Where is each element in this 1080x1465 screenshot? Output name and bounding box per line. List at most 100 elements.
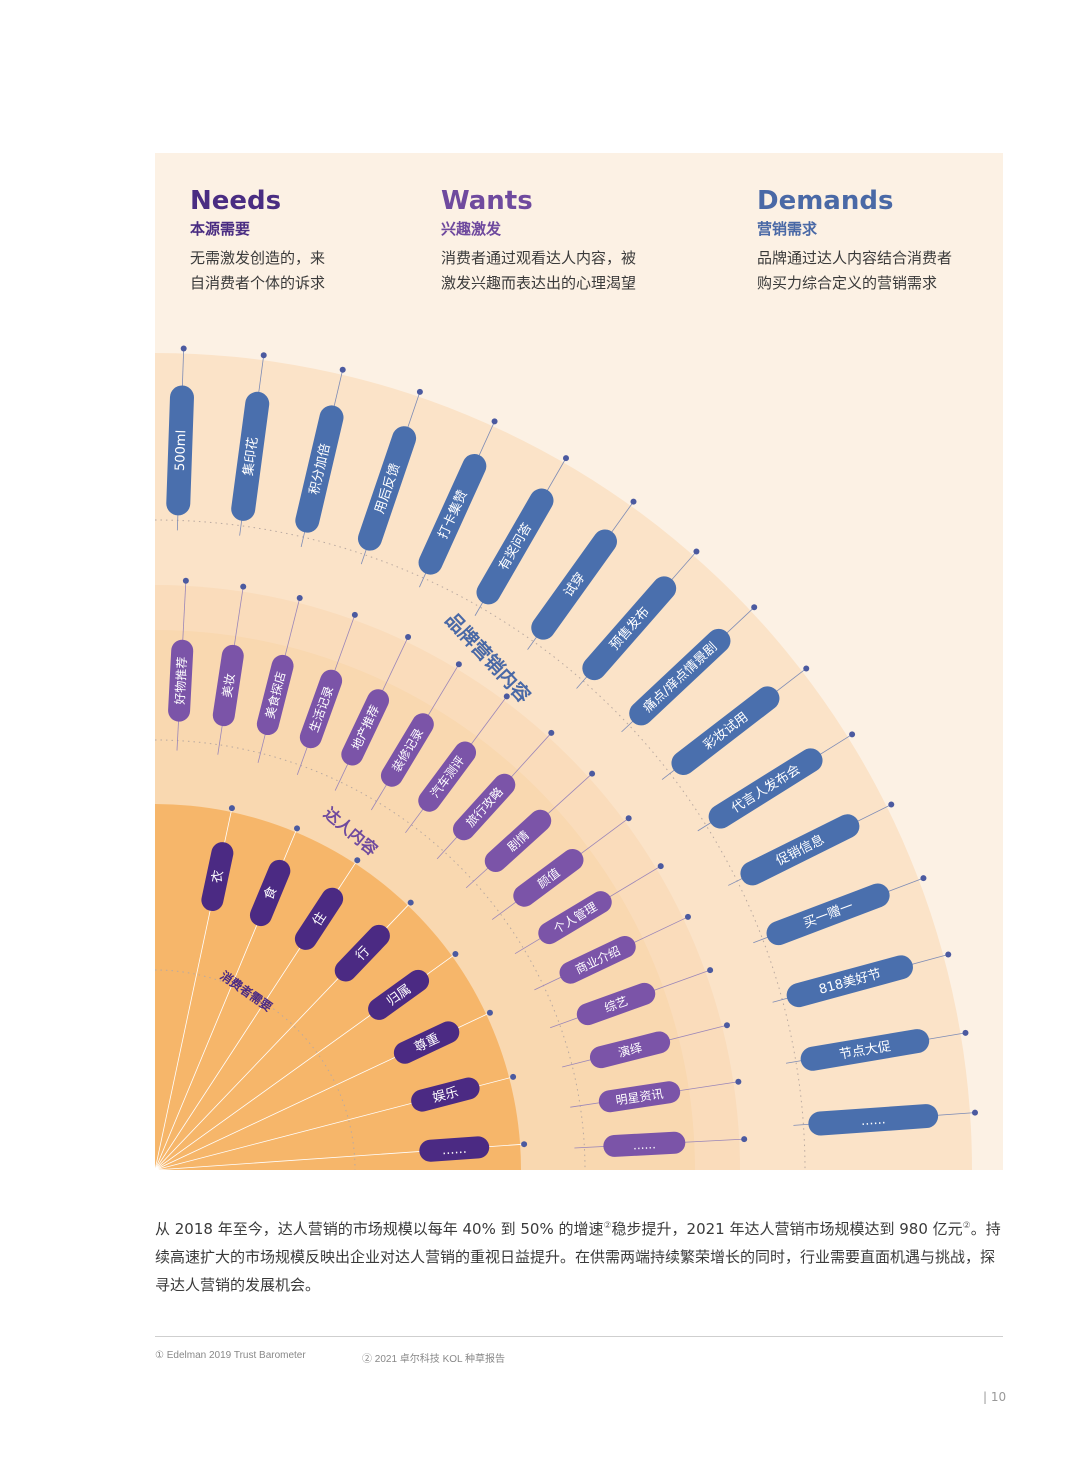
footnote-2: ② 2021 卓尔科技 KOL 种草报告	[362, 1354, 505, 1365]
brand-item-pill-shape	[786, 955, 913, 1008]
creator-item-pill-shape	[559, 935, 636, 984]
needs-item-dot	[228, 805, 235, 812]
needs-title: Needs	[190, 186, 282, 216]
creator-item-pill: 综艺	[576, 982, 656, 1026]
creator-item-dot	[589, 770, 596, 777]
needs-subtitle: 本源需要	[190, 220, 251, 238]
creator-item-dot	[503, 693, 510, 700]
brand-item-dot	[849, 731, 856, 738]
brand-item-dot	[920, 875, 927, 882]
needs-description: 无需激发创造的，来 自消费者个体的诉求	[190, 249, 326, 292]
creator-item-dot	[684, 913, 691, 920]
creator-item-label: ......	[633, 1137, 657, 1152]
creator-item-pill: 演绎	[589, 1031, 671, 1069]
needs-item-dot	[521, 1141, 528, 1148]
brand-item-dot	[416, 388, 423, 395]
brand-item-pill-shape	[418, 454, 487, 575]
brand-item-pill-shape	[629, 628, 731, 726]
needs-item-dot	[486, 1009, 493, 1016]
needs-item-pill: 行	[334, 924, 390, 982]
inner-ring	[155, 804, 521, 1170]
brand-item-pill-shape	[295, 405, 344, 533]
creator-item-pill-shape	[168, 639, 194, 722]
creator-item-dot	[351, 611, 358, 618]
brand-item-dot	[693, 548, 700, 555]
needs-item-pill-shape	[294, 887, 344, 950]
creator-item-dot	[657, 863, 664, 870]
creator-item-pill: 装修记录	[380, 713, 434, 787]
creator-item-pill-shape	[598, 1081, 681, 1113]
needs-item-pill-shape	[334, 924, 390, 982]
creator-item-pill: 好物推荐	[168, 639, 194, 722]
needs-item-pill-shape	[411, 1077, 480, 1112]
creator-item-label: 美妆	[220, 673, 237, 699]
brand-item-dot	[260, 352, 267, 359]
needs-item-dot	[407, 899, 414, 906]
creator-item-pill-shape	[513, 848, 584, 907]
brand-item-pill-shape	[231, 391, 270, 521]
brand-item-pill: 集印花	[231, 391, 270, 521]
footnote-1: ① Edelman 2019 Trust Barometer	[155, 1350, 306, 1361]
wants-title: Wants	[441, 186, 533, 216]
wants-subtitle: 兴趣激发	[441, 220, 502, 238]
creator-item-dot	[625, 815, 632, 822]
body-text-2: 稳步提升，2021 年达人营销市场规模达到 980 亿元	[611, 1220, 963, 1238]
footnote-ref[interactable]: ②	[603, 1221, 612, 1231]
creator-item-pill-shape	[341, 689, 390, 766]
creator-item-pill-shape	[589, 1031, 671, 1069]
needs-item-pill-shape	[368, 969, 430, 1020]
brand-item-dot	[971, 1109, 978, 1116]
creator-item-pill-shape	[576, 982, 656, 1026]
needs-item-pill: 食	[249, 859, 291, 927]
creator-item-pill-shape	[418, 741, 477, 812]
brand-item-label: ......	[860, 1112, 886, 1129]
brand-item-pill: ......	[808, 1104, 939, 1136]
brand-item-pill-shape	[671, 686, 780, 776]
brand-item-pill-shape	[357, 426, 417, 551]
creator-item-pill-shape	[538, 891, 612, 945]
creator-item-dot	[707, 967, 714, 974]
creator-item-dot	[723, 1022, 730, 1029]
brand-item-pill-shape	[808, 1104, 939, 1136]
creator-item-pill: 美妆	[212, 644, 244, 727]
creator-item-pill-shape	[380, 713, 434, 787]
demands-column: Demands 营销需求 品牌通过达人内容结合消费者 购买力综合定义的营销需求	[757, 186, 952, 296]
needs-item-dot	[510, 1073, 517, 1080]
needs-item-pill: 衣	[201, 842, 234, 912]
body-text-1: 从 2018 年至今，达人营销的市场规模以每年 40% 到 50% 的增速	[155, 1220, 604, 1238]
needs-item-pill-shape	[393, 1021, 460, 1064]
brand-item-dot	[563, 455, 569, 462]
creator-item-dot	[455, 661, 462, 668]
creator-item-pill: ......	[603, 1131, 686, 1157]
body-text-3: 。持续高速扩大的市场规模反映出企业对达人营销的重视日益提升。在供需两端持续繁荣增…	[155, 1220, 1001, 1294]
creator-item-dot	[240, 583, 247, 590]
brand-item-pill-shape	[708, 748, 823, 829]
brand-item-dot	[630, 498, 637, 505]
brand-item-label: 500ml	[173, 430, 189, 472]
needs-item-dot	[294, 825, 301, 832]
footnote-ref[interactable]: ②	[962, 1221, 971, 1231]
creator-item-label: 演绎	[617, 1040, 644, 1060]
body-paragraph: 从 2018 年至今，达人营销的市场规模以每年 40% 到 50% 的增速②稳步…	[155, 1212, 1005, 1299]
needs-item-pill-shape	[249, 859, 291, 927]
guide-arc	[155, 519, 806, 1170]
creator-item-pill-shape	[452, 773, 516, 841]
needs-item-label: 娱乐	[431, 1085, 460, 1106]
creator-item-pill-shape	[603, 1131, 686, 1157]
needs-column: Needs 本源需要 无需激发创造的，来 自消费者个体的诉求	[190, 186, 325, 296]
page-number: | 10	[983, 1390, 1007, 1404]
creator-item-dot	[182, 577, 189, 584]
needs-item-dot	[354, 857, 361, 864]
needs-item-pill: ......	[419, 1136, 490, 1162]
brand-item-pill-shape	[531, 529, 617, 640]
brand-item-dot	[751, 604, 758, 611]
footnote-divider	[155, 1336, 1003, 1337]
creator-item-pill-shape	[256, 654, 294, 736]
creator-item-dot	[296, 595, 303, 602]
demands-subtitle: 营销需求	[757, 220, 818, 238]
creator-item-pill-shape	[299, 669, 343, 749]
creator-item-dot	[735, 1078, 742, 1085]
brand-item-dot	[962, 1029, 969, 1036]
creator-item-dot	[405, 634, 412, 641]
needs-item-pill-shape	[201, 842, 234, 912]
